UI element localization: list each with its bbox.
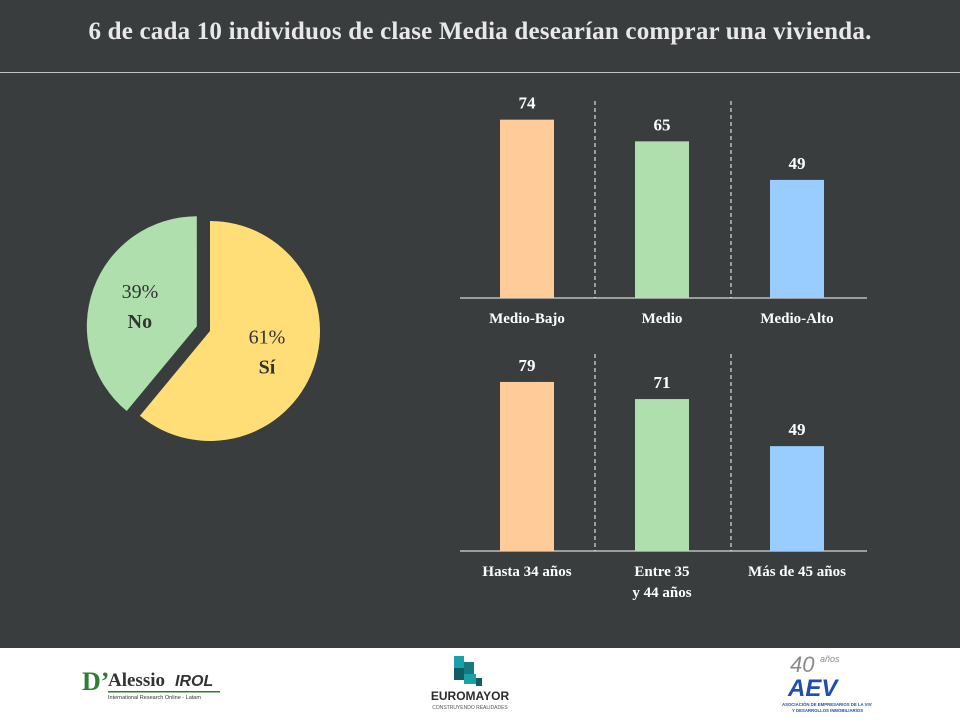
bar-value-label: 65 [654, 115, 671, 134]
bar-category-label: Medio-Alto [760, 311, 833, 327]
bar-value-label: 49 [789, 154, 806, 173]
euromayor-logo: EUROMAYOR CONSTRUYENDO REALIDADES [431, 656, 510, 711]
bar [770, 179, 824, 298]
charts-canvas: 61% Sí 39% No 74 Medio-Bajo 65 Medio 49 Medio-Al… [86, 94, 867, 601]
bar-category-label: y 44 años [632, 585, 691, 601]
svg-text:Y DESARROLLOS INMOBILIARIOS: Y DESARROLLOS INMOBILIARIOS [792, 708, 863, 713]
svg-text:ASOCIACIÓN DE EMPRESARIOS DE L: ASOCIACIÓN DE EMPRESARIOS DE LA VIVIENDA [782, 702, 872, 707]
bar [635, 141, 689, 298]
pie-slice-si [139, 221, 320, 442]
svg-text:Alessio: Alessio [108, 670, 165, 691]
dalessio-logo: D’ Alessio IROL International Research O… [82, 667, 220, 701]
svg-text:International Research Online: International Research Online - Latam [108, 695, 201, 701]
svg-text:CONSTRUYENDO REALIDADES: CONSTRUYENDO REALIDADES [432, 705, 508, 711]
bar-chart-age: 79 Hasta 34 años 71 Entre 35 y 44 años 49 Más … [460, 354, 867, 601]
bar [770, 446, 824, 551]
footer-logos: D’ Alessio IROL International Research O… [0, 648, 960, 720]
pie-category-label: No [128, 311, 152, 333]
bar-chart-class: 74 Medio-Bajo 65 Medio 49 Medio-Alto [460, 94, 867, 327]
pie-chart: 61% Sí 39% No [86, 216, 320, 442]
bar-value-label: 71 [654, 373, 671, 392]
bar-category-label: Entre 35 [634, 564, 689, 580]
pie-slice-no [86, 216, 197, 412]
svg-text:D’: D’ [82, 667, 109, 696]
bar [500, 119, 554, 298]
bar-value-label: 74 [519, 94, 537, 113]
pie-pct-label: 39% [122, 281, 159, 303]
bar [635, 399, 689, 551]
bar [500, 381, 554, 551]
bar-category-label: Medio [642, 311, 683, 327]
bar-category-label: Hasta 34 años [482, 564, 571, 580]
title-divider [0, 72, 960, 73]
svg-text:años: años [820, 654, 840, 664]
pie-pct-label: 61% [249, 326, 286, 348]
bar-value-label: 79 [519, 356, 536, 375]
svg-text:AEV: AEV [787, 675, 839, 702]
svg-text:IROL: IROL [175, 673, 213, 690]
svg-text:40: 40 [790, 652, 815, 677]
bar-value-label: 49 [789, 420, 806, 439]
svg-text:EUROMAYOR: EUROMAYOR [431, 689, 510, 703]
bar-category-label: Medio-Bajo [489, 311, 565, 327]
euromayor-blocks-icon [454, 656, 482, 686]
pie-category-label: Sí [259, 356, 276, 378]
page-title: 6 de cada 10 individuos de clase Media d… [88, 18, 872, 45]
aev-logo: 40 años AEV ASOCIACIÓN DE EMPRESARIOS DE… [782, 652, 872, 713]
bar-category-label: Más de 45 años [748, 564, 846, 580]
